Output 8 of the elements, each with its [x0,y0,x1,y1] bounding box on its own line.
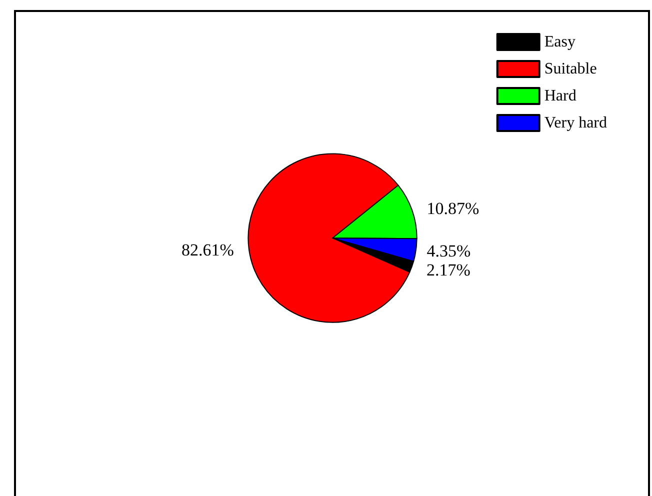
legend-label: Easy [544,34,576,50]
data-label: 10.87% [426,198,480,218]
legend-label: Suitable [544,60,597,78]
legend-label: Hard [544,88,576,104]
data-label: 82.61% [182,240,234,260]
legend-label: Very hard [544,114,607,132]
data-label: 2.17% [426,260,470,280]
data-label: 4.35% [426,241,471,260]
